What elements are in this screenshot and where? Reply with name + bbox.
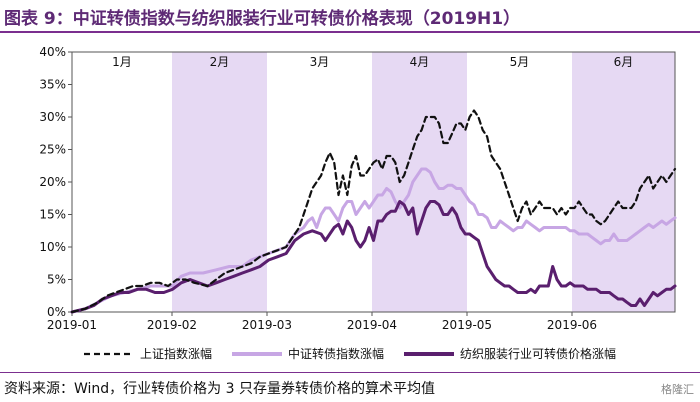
month-band-6 <box>572 52 675 312</box>
series-line-1 <box>70 109 677 314</box>
y-tick-label: 35% <box>39 78 66 92</box>
y-tick-label: 10% <box>39 240 66 254</box>
month-label-3: 3月 <box>310 55 330 69</box>
series-line-3 <box>70 200 677 314</box>
x-tick-label: 2019-06 <box>547 318 597 332</box>
line-chart: 1月 2月 3月 4月 5月 6月 0% 5% 10% 15% 20% 25% 30% 35% 40% 20… <box>39 45 677 361</box>
legend-label-2: 中证转债指数涨幅 <box>288 346 384 361</box>
legend-label-3: 纺织服装行业可转债价格涨幅 <box>460 346 616 361</box>
axes: 0% 5% 10% 15% 20% 25% 30% 35% 40% 2019-01 2019-02 2… <box>39 45 676 332</box>
y-tick-label: 0% <box>47 305 66 319</box>
source-divider <box>0 372 700 373</box>
x-tick-label: 2019-03 <box>242 318 292 332</box>
title-divider <box>0 31 700 33</box>
y-tick-label: 5% <box>47 273 66 287</box>
legend: 上证指数涨幅 中证转债指数涨幅 纺织服装行业可转债价格涨幅 <box>84 346 616 361</box>
x-tick-label: 2019-01 <box>47 318 97 332</box>
chart-title: 图表 9：中证转债指数与纺织服装行业可转债价格表现（2019H1） <box>4 9 521 29</box>
month-label-5: 5月 <box>510 55 530 69</box>
source-note: 资料来源：Wind，行业转债价格为 3 只存量券转债价格的算术平均值 <box>4 381 435 397</box>
x-tick-label: 2019-02 <box>147 318 197 332</box>
y-tick-label: 15% <box>39 208 66 222</box>
month-label-2: 2月 <box>210 55 230 69</box>
y-tick-label: 25% <box>39 143 66 157</box>
series-lines <box>70 109 677 314</box>
month-label-1: 1月 <box>112 55 132 69</box>
x-tick-label: 2019-04 <box>347 318 397 332</box>
y-tick-label: 30% <box>39 110 66 124</box>
month-band-4 <box>372 52 467 312</box>
month-label-4: 4月 <box>410 55 430 69</box>
month-label-6: 6月 <box>614 55 634 69</box>
x-tick-label: 2019-05 <box>442 318 492 332</box>
legend-label-1: 上证指数涨幅 <box>140 346 212 361</box>
watermark: 格隆汇 <box>661 383 694 396</box>
y-tick-label: 40% <box>39 45 66 59</box>
y-tick-label: 20% <box>39 175 66 189</box>
